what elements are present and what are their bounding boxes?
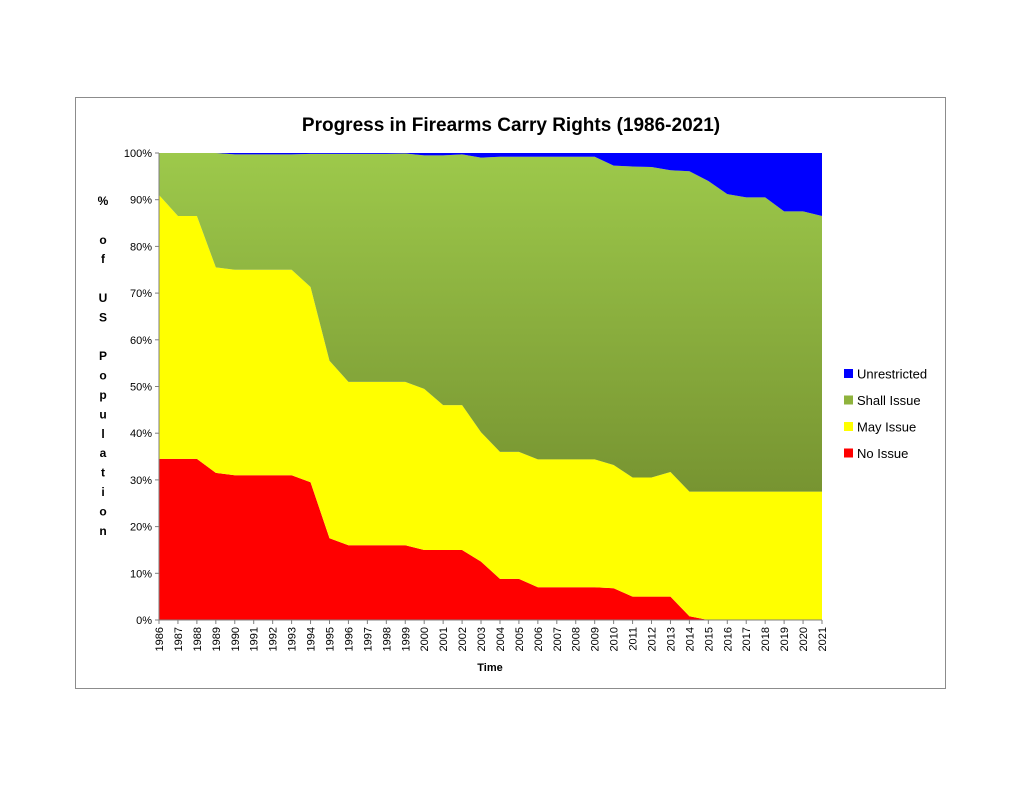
- x-tick-label: 1986: [154, 627, 166, 651]
- x-tick-label: 2005: [514, 627, 526, 651]
- y-tick-label: 100%: [124, 148, 152, 160]
- y-axis-label-char: S: [99, 310, 107, 324]
- y-axis-label-char: o: [99, 233, 106, 247]
- y-tick-label: 50%: [130, 382, 152, 394]
- x-tick-label: 2013: [665, 627, 677, 651]
- y-axis-label-char: o: [99, 504, 106, 518]
- x-tick-label: 2017: [741, 627, 753, 651]
- y-axis-label-char: n: [99, 524, 106, 538]
- y-axis-label-char: u: [99, 407, 106, 421]
- y-tick-label: 10%: [130, 568, 152, 580]
- y-tick-label: 80%: [130, 241, 152, 253]
- y-tick-label: 30%: [130, 475, 152, 487]
- chart-canvas: Progress in Firearms Carry Rights (1986-…: [98, 115, 927, 674]
- x-tick-label: 1988: [192, 627, 204, 651]
- legend-swatch-no-issue: [844, 448, 853, 458]
- y-axis-label-char: f: [101, 252, 106, 266]
- y-axis-label-char: %: [98, 194, 109, 208]
- x-tick-label: 2016: [722, 627, 734, 651]
- y-tick-label: 90%: [130, 195, 152, 207]
- x-tick-label: 2019: [779, 627, 791, 651]
- legend-label-no-issue: No Issue: [857, 446, 908, 461]
- x-tick-label: 1991: [249, 627, 261, 651]
- x-tick-label: 1990: [230, 627, 242, 651]
- x-tick-label: 1989: [211, 627, 223, 651]
- x-tick-label: 2001: [438, 627, 450, 651]
- legend: Unrestricted Shall Issue May Issue No Issue: [844, 367, 927, 461]
- area-layer: [159, 153, 822, 620]
- x-tick-label: 2004: [495, 627, 507, 651]
- x-tick-label: 2010: [609, 627, 621, 651]
- y-tick-label: 0%: [136, 615, 152, 627]
- x-tick-label: 2020: [798, 627, 810, 651]
- x-tick-label: 1999: [400, 627, 412, 651]
- y-tick-label: 60%: [130, 335, 152, 347]
- legend-swatch-may-issue: [844, 422, 853, 431]
- y-axis-label-char: p: [99, 388, 106, 402]
- legend-swatch-shall-issue: [844, 395, 853, 405]
- y-axis-label-char: o: [99, 369, 106, 383]
- x-tick-label: 1993: [287, 627, 299, 651]
- legend-label-shall-issue: Shall Issue: [857, 393, 921, 408]
- y-axis-label-char: l: [101, 427, 104, 441]
- x-tick-label: 2015: [703, 627, 715, 651]
- y-axis-label-char: a: [100, 446, 107, 460]
- axes-layer: 0% 10% 20% 30% 40% 50% 60% 70% 80% 90% 100% 1986 198…: [124, 148, 829, 651]
- x-tick-label: 1997: [362, 627, 374, 651]
- x-tick-label: 1987: [173, 627, 185, 651]
- area-may-issue: [159, 195, 822, 620]
- x-tick-label: 2018: [760, 627, 772, 651]
- area-unrestricted: [159, 153, 822, 217]
- legend-label-unrestricted: Unrestricted: [857, 367, 927, 382]
- x-tick-label: 1998: [381, 627, 393, 651]
- legend-label-may-issue: May Issue: [857, 420, 916, 435]
- y-axis-label-char: P: [99, 349, 107, 363]
- x-tick-label: 2000: [419, 627, 431, 651]
- x-tick-label: 2008: [571, 627, 583, 651]
- x-tick-label: 1996: [343, 627, 355, 651]
- chart-frame: Progress in Firearms Carry Rights (1986-…: [75, 97, 946, 689]
- x-axis-label: Time: [477, 662, 502, 674]
- y-axis-label-char: U: [99, 291, 108, 305]
- y-axis-label-char: t: [101, 466, 105, 480]
- y-tick-label: 40%: [130, 428, 152, 440]
- x-tick-label: 1994: [306, 627, 318, 651]
- x-tick-label: 2003: [476, 627, 488, 651]
- y-tick-label: 70%: [130, 288, 152, 300]
- x-tick-label: 2021: [817, 627, 829, 651]
- x-tick-label: 2006: [533, 627, 545, 651]
- chart-title: Progress in Firearms Carry Rights (1986-…: [302, 115, 720, 136]
- x-tick-label: 1995: [324, 627, 336, 651]
- x-tick-label: 2009: [590, 627, 602, 651]
- y-axis-label-char: i: [101, 485, 104, 499]
- x-tick-label: 2007: [552, 627, 564, 651]
- y-tick-label: 20%: [130, 522, 152, 534]
- x-tick-label: 1992: [268, 627, 280, 651]
- x-tick-label: 2011: [628, 627, 640, 651]
- x-tick-label: 2012: [647, 627, 659, 651]
- x-tick-label: 2002: [457, 627, 469, 651]
- x-tick-label: 2014: [684, 627, 696, 651]
- area-no-issue: [159, 458, 822, 620]
- area-shall-issue: [159, 153, 822, 492]
- legend-swatch-unrestricted: [844, 369, 853, 378]
